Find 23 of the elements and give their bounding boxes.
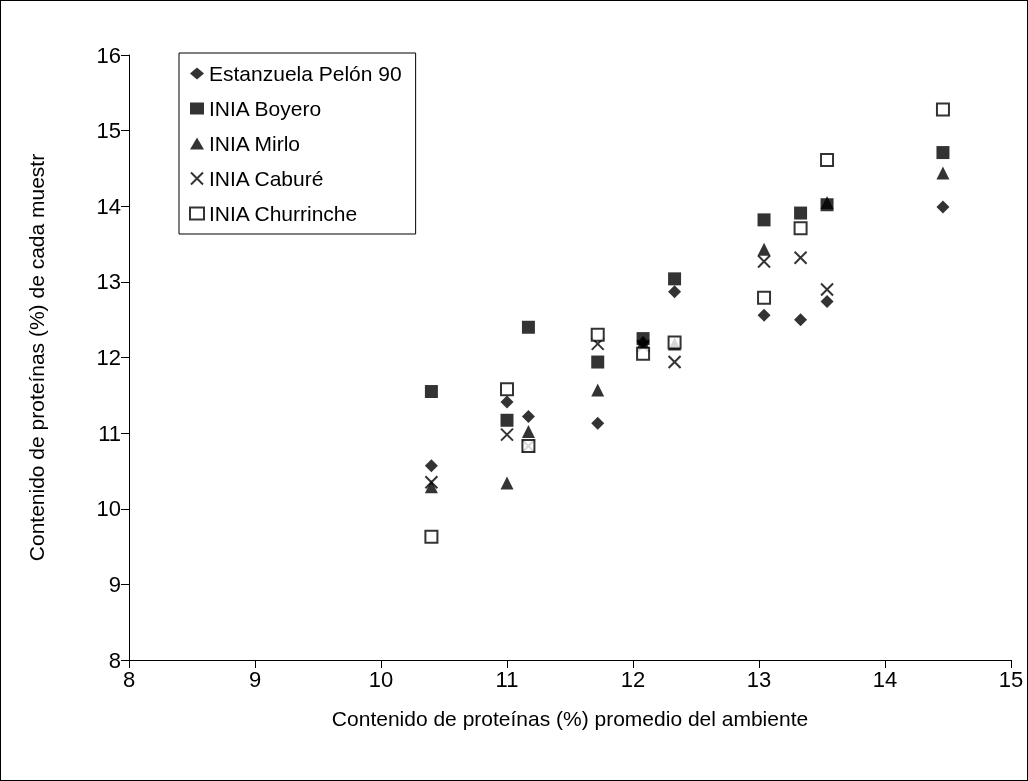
legend-label: INIA Caburé — [209, 167, 324, 190]
y-tick-label: 8 — [108, 647, 121, 673]
x-tick-label: 11 — [495, 666, 519, 692]
y-axis-title: Contenido de proteínas (%) de cada muestr — [25, 153, 48, 562]
y-tick-label: 11 — [98, 420, 121, 446]
x-tick-label: 14 — [872, 666, 898, 692]
legend-label: Estanzuela Pelón 90 — [209, 62, 402, 85]
x-tick-label: 13 — [746, 666, 772, 692]
y-tick-label: 12 — [96, 345, 121, 370]
y-tick-label: 16 — [96, 42, 121, 68]
y-tick-label: 9 — [108, 571, 121, 597]
x-tick-label: 9 — [248, 666, 262, 692]
x-tick-label: 10 — [368, 666, 394, 692]
y-tick-label: 14 — [96, 193, 121, 219]
x-axis-title: Contenido de proteínas (%) promedio del ambiente — [331, 707, 809, 730]
x-tick-label: 12 — [620, 666, 646, 692]
y-tick-label: 15 — [96, 118, 121, 144]
y-tick-label: 10 — [96, 496, 121, 522]
y-tick-label: 13 — [96, 269, 121, 295]
legend-label: INIA Mirlo — [209, 132, 301, 155]
legend-label: INIA Boyero — [209, 97, 322, 120]
legend-label: INIA Churrinche — [209, 202, 358, 225]
x-tick-label: 15 — [998, 666, 1024, 692]
